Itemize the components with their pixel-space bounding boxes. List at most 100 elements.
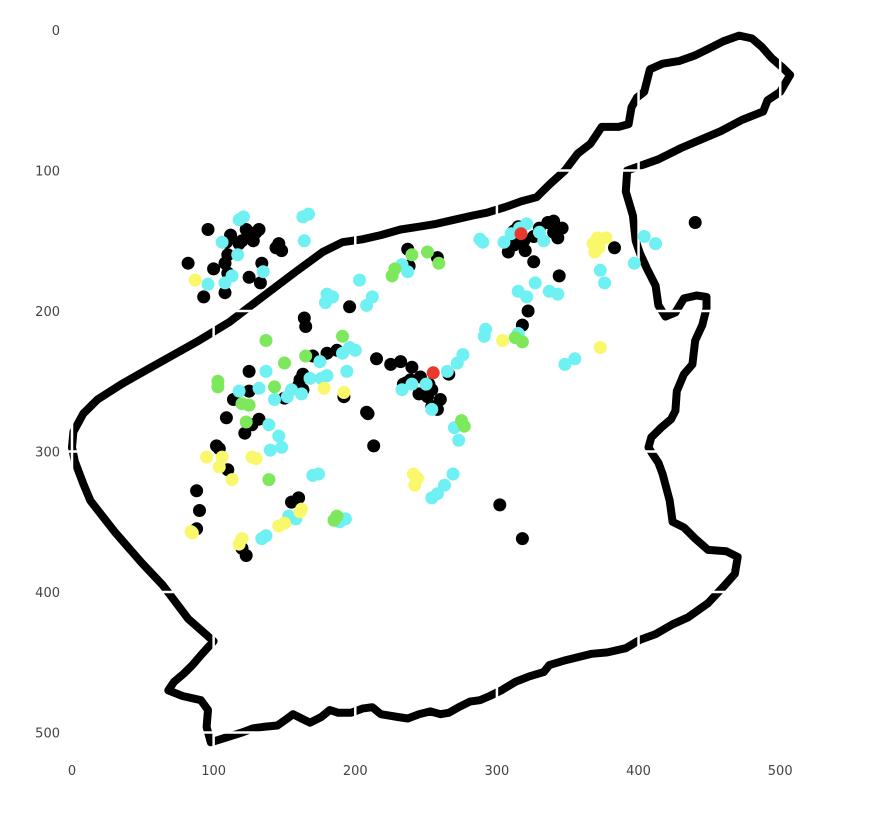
- x-tick-label-0: 0: [68, 764, 76, 779]
- point-1-39: [479, 322, 493, 336]
- point-2-10: [200, 450, 214, 464]
- point-3-13: [268, 380, 281, 394]
- point-1-15: [360, 298, 374, 312]
- point-0-90: [515, 532, 529, 546]
- point-1-36: [649, 237, 663, 251]
- point-1-57: [263, 443, 277, 457]
- point-1-42: [348, 343, 362, 357]
- x-tick-label-3: 300: [485, 764, 510, 779]
- point-0-52: [343, 300, 357, 314]
- point-2-14: [249, 452, 263, 465]
- point-1-27: [520, 290, 534, 304]
- point-1-81: [256, 265, 270, 279]
- point-1-5: [231, 248, 245, 262]
- point-1-30: [551, 287, 565, 301]
- point-0-17: [197, 290, 211, 304]
- point-0-56: [384, 357, 398, 371]
- point-0-21: [253, 276, 267, 290]
- point-0-1: [207, 262, 221, 276]
- point-1-19: [476, 235, 490, 249]
- point-0-59: [405, 360, 419, 374]
- point-1-1: [236, 210, 250, 224]
- point-0-37: [547, 225, 561, 239]
- point-2-15: [225, 473, 239, 487]
- point-0-38: [527, 255, 541, 269]
- point-0-57: [394, 355, 408, 369]
- point-0-43: [688, 216, 702, 229]
- point-1-12: [326, 290, 340, 304]
- point-1-9: [297, 234, 311, 248]
- point-1-68: [395, 383, 409, 397]
- data-points: [181, 207, 702, 562]
- point-0-3: [224, 228, 238, 242]
- region-boundary: [64, 1, 816, 747]
- point-0-88: [367, 439, 381, 453]
- point-2-7: [496, 334, 510, 347]
- point-1-79: [419, 377, 433, 391]
- point-1-47: [320, 369, 334, 383]
- series-4: [426, 227, 528, 380]
- point-0-14: [269, 241, 283, 255]
- point-0-19: [242, 270, 256, 284]
- point-2-17: [185, 526, 199, 540]
- point-2-19: [235, 532, 249, 546]
- point-1-24: [537, 234, 551, 248]
- point-0-15: [218, 256, 232, 270]
- point-0-81: [193, 504, 206, 517]
- point-1-74: [446, 467, 460, 481]
- point-1-4: [215, 235, 229, 249]
- point-1-55: [262, 418, 276, 432]
- point-1-31: [568, 352, 582, 366]
- point-1-50: [295, 387, 308, 401]
- point-3-12: [242, 398, 256, 412]
- point-1-8: [218, 276, 232, 290]
- point-4-0: [514, 227, 528, 241]
- point-0-94: [361, 407, 375, 421]
- point-1-35: [637, 230, 651, 243]
- y-tick-label-3: 300: [35, 446, 60, 461]
- x-tick-label-1: 100: [201, 764, 226, 779]
- point-1-28: [528, 276, 542, 290]
- point-1-34: [598, 276, 612, 290]
- point-3-2: [432, 256, 446, 270]
- y-tick-label-5: 500: [35, 727, 60, 742]
- point-0-55: [370, 352, 383, 366]
- point-3-5: [259, 334, 273, 347]
- point-0-68: [433, 393, 447, 406]
- point-2-26: [408, 478, 422, 492]
- x-tick-label-5: 500: [768, 764, 793, 779]
- point-0-41: [552, 269, 566, 283]
- point-2-11: [215, 450, 229, 464]
- y-tick-label-4: 400: [35, 586, 60, 601]
- point-0-86: [292, 491, 306, 505]
- point-1-25: [504, 227, 518, 241]
- point-3-1: [421, 245, 434, 259]
- point-3-6: [278, 356, 291, 370]
- point-2-6: [593, 341, 607, 354]
- x-tick-label-2: 200: [343, 764, 368, 779]
- point-1-7: [201, 277, 215, 291]
- point-2-2: [599, 231, 613, 245]
- point-1-67: [405, 377, 419, 391]
- point-1-56: [272, 429, 286, 443]
- point-1-32: [558, 357, 572, 371]
- point-0-42: [608, 241, 621, 255]
- point-0-76: [219, 411, 233, 425]
- series-2: [184, 231, 613, 551]
- point-2-0: [188, 273, 202, 287]
- point-0-30: [518, 244, 532, 258]
- point-1-43: [313, 355, 327, 369]
- point-3-14: [239, 415, 253, 429]
- point-1-52: [259, 364, 273, 378]
- grid-overlay: [64, 1, 816, 747]
- axis-ticks: 0 100 200 300 400 500 0 100 200 300 400 500: [35, 24, 792, 779]
- point-1-69: [425, 402, 439, 416]
- point-0-74: [238, 426, 252, 440]
- point-0-47: [297, 311, 311, 325]
- point-2-12: [212, 460, 226, 474]
- point-0-18: [181, 256, 195, 270]
- point-0-73: [252, 412, 266, 426]
- y-tick-label-1: 100: [35, 165, 60, 180]
- point-1-51: [280, 390, 294, 404]
